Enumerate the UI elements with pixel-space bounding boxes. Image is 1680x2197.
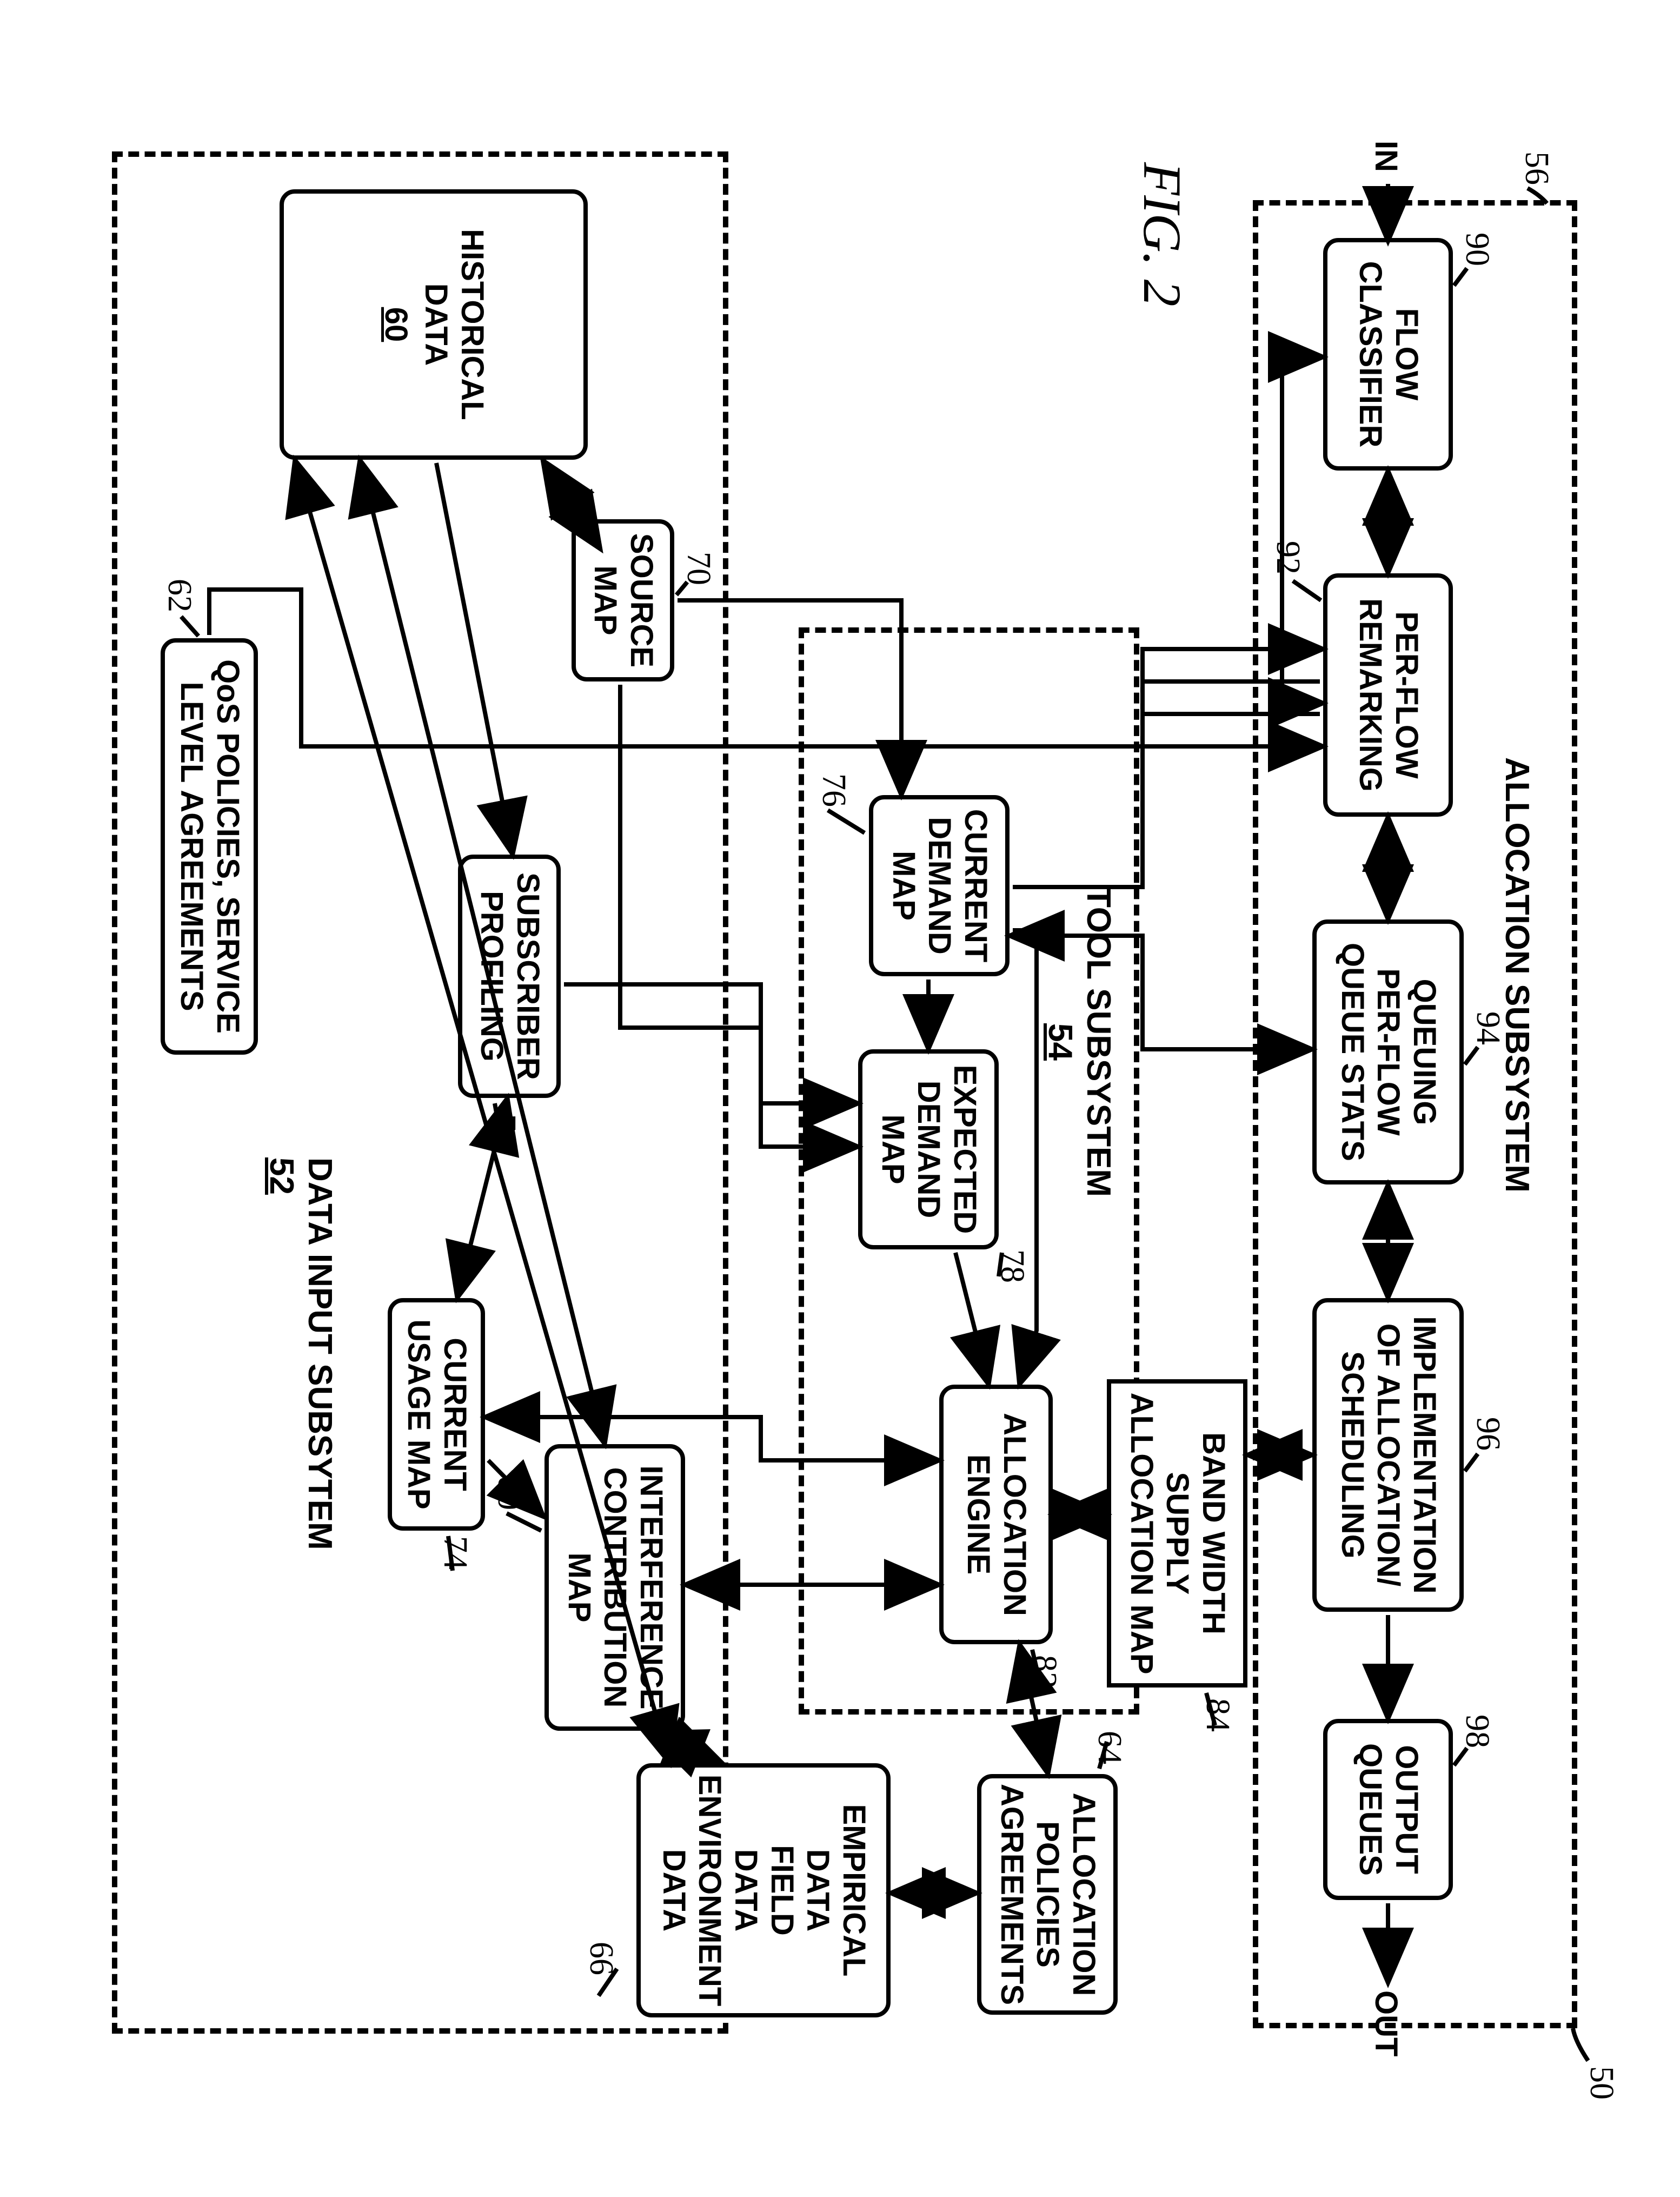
expected-demand-label: EXPECTEDDEMANDMAP [874, 1065, 982, 1234]
queuing-box: QUEUINGPER-FLOWQUEUE STATS [1312, 919, 1464, 1184]
source-map-box: SOURCEMAP [572, 519, 674, 681]
ref-72: 72 [484, 1114, 523, 1148]
output-queues-label: OUTPUTQUEUES [1352, 1743, 1424, 1876]
allocation-policies-box: ALLOCATIONPOLICIESAGREEMENTS [977, 1774, 1118, 2015]
ref-92: 92 [1269, 541, 1307, 574]
ref-76: 76 [814, 773, 853, 807]
bandwidth-supply-box: BAND WIDTHSUPPLYALLOCATION MAP [1107, 1379, 1247, 1688]
ref-56: 56 [1517, 151, 1556, 185]
flow-classifier-box: FLOWCLASSIFIER [1323, 238, 1453, 471]
ref-96: 96 [1469, 1417, 1507, 1451]
ref-98: 98 [1458, 1715, 1496, 1748]
ref-66: 66 [582, 1942, 620, 1975]
qos-policies-box: QoS POLICIES, SERVICELEVEL AGREEMENTS [161, 638, 258, 1055]
historical-data-ref: 60 [377, 229, 414, 420]
out-label: OUT [1368, 1990, 1404, 2056]
ref-50: 50 [1582, 2066, 1621, 2100]
ref-74: 74 [436, 1536, 474, 1570]
expected-demand-box: EXPECTEDDEMANDMAP [858, 1049, 999, 1249]
bandwidth-supply-label: BAND WIDTHSUPPLYALLOCATION MAP [1123, 1393, 1231, 1675]
rotated-stage: FLOWCLASSIFIER PER-FLOWREMARKING QUEUING… [0, 0, 1680, 2197]
ref-64: 64 [1090, 1731, 1128, 1764]
current-usage-map-label: CURRENTUSAGE MAP [400, 1319, 472, 1509]
current-demand-box: CURRENTDEMANDMAP [869, 795, 1010, 976]
historical-data-box: HISTORICALDATA 60 [280, 189, 588, 460]
empirical-data-box: EMPIRICALDATAFIELDDATAENVIRONMENTDATA [636, 1763, 891, 2017]
source-map-label: SOURCEMAP [587, 533, 659, 667]
in-label: IN [1368, 141, 1404, 172]
qos-policies-label: QoS POLICIES, SERVICELEVEL AGREEMENTS [173, 659, 245, 1034]
ref-82: 82 [1025, 1655, 1064, 1689]
ref-78: 78 [993, 1249, 1031, 1283]
allocation-subsystem-title: ALLOCATION SUBSYSTEM [1498, 757, 1536, 1193]
tool-subsystem-title: TOOL SUBSYSTEM54 [1041, 887, 1118, 1197]
allocation-engine-box: ALLOCATIONENGINE [939, 1385, 1053, 1644]
ref-84: 84 [1198, 1698, 1237, 1732]
output-queues-box: OUTPUTQUEUES [1323, 1719, 1453, 1900]
allocation-engine-label: ALLOCATIONENGINE [960, 1413, 1032, 1616]
figure-canvas: FLOWCLASSIFIER PER-FLOWREMARKING QUEUING… [0, 0, 1680, 2197]
interference-map-box: INTERFERENCECONTRIBUTIONMAP [544, 1444, 685, 1731]
ref-70: 70 [679, 552, 718, 585]
allocation-policies-label: ALLOCATIONPOLICIESAGREEMENTS [993, 1784, 1101, 2005]
interference-map-label: INTERFERENCECONTRIBUTIONMAP [561, 1465, 669, 1709]
historical-data-label: HISTORICALDATA [418, 229, 490, 420]
implementation-box: IMPLEMENTATIONOF ALLOCATION/SCHEDULING [1312, 1298, 1464, 1612]
subscriber-profiling-label: SUBSCRIBERPROFILING [473, 872, 545, 1080]
per-flow-remarking-label: PER-FLOWREMARKING [1352, 598, 1424, 792]
current-usage-map-box: CURRENTUSAGE MAP [388, 1298, 485, 1531]
ref-62: 62 [160, 579, 198, 612]
per-flow-remarking-box: PER-FLOWREMARKING [1323, 573, 1453, 817]
queuing-label: QUEUINGPER-FLOWQUEUE STATS [1334, 943, 1442, 1161]
ref-80: 80 [490, 1477, 528, 1510]
current-demand-label: CURRENTDEMANDMAP [885, 809, 993, 963]
implementation-label: IMPLEMENTATIONOF ALLOCATION/SCHEDULING [1334, 1316, 1442, 1593]
subscriber-profiling-box: SUBSCRIBERPROFILING [458, 855, 561, 1098]
data-input-subsystem-title: DATA INPUT SUBSYTEM52 [262, 1157, 339, 1550]
empirical-data-label: EMPIRICALDATAFIELDDATAENVIRONMENTDATA [655, 1775, 872, 2007]
flow-classifier-label: FLOWCLASSIFIER [1352, 261, 1424, 448]
figure-label: FIG. 2 [1131, 162, 1193, 307]
ref-90: 90 [1458, 233, 1496, 266]
ref-94: 94 [1469, 1011, 1507, 1045]
